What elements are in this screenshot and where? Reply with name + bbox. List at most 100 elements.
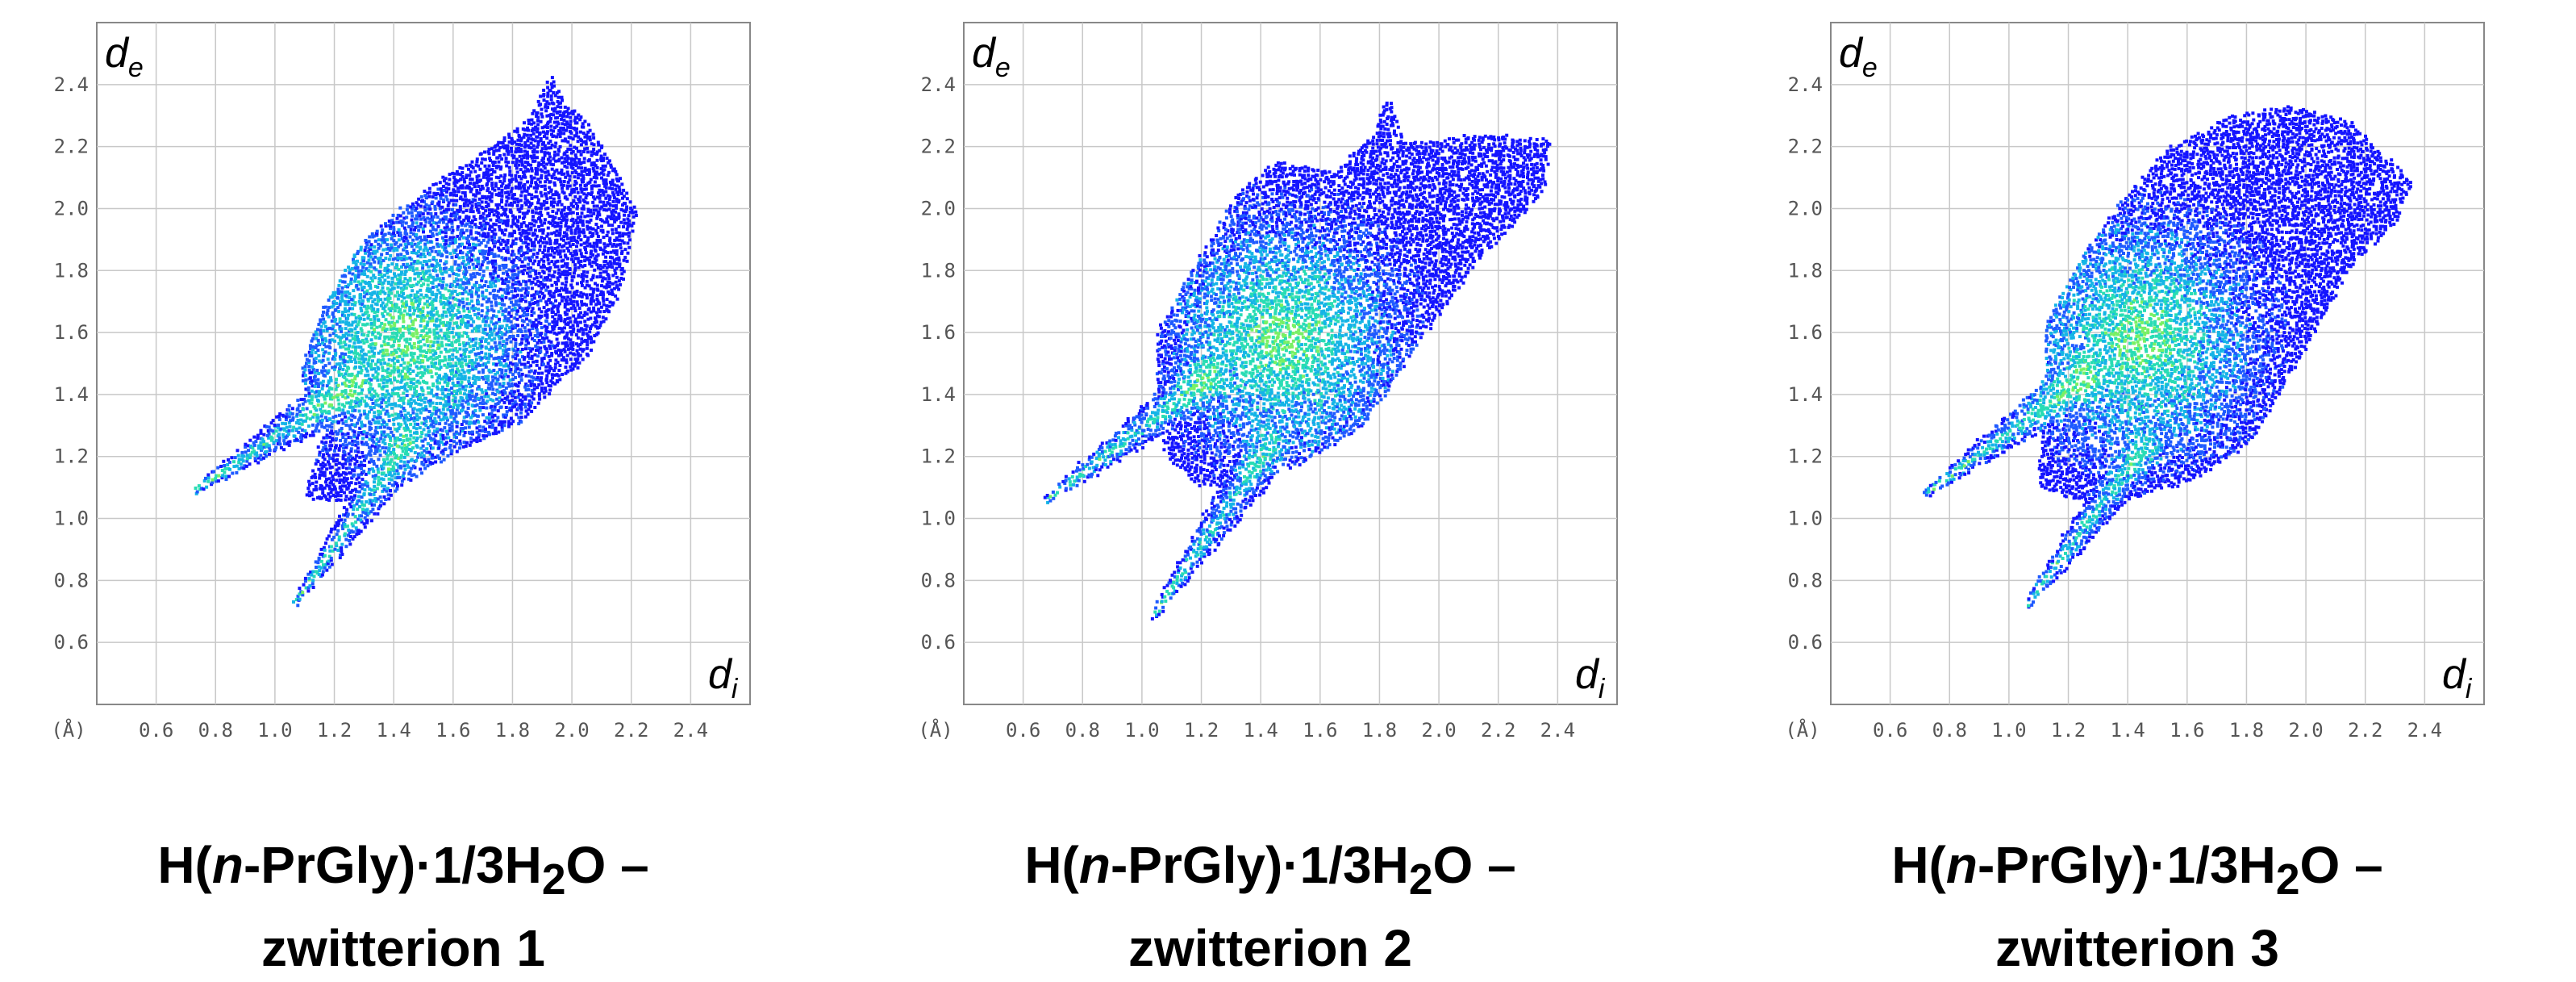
fingerprint-point [341, 408, 344, 412]
fingerprint-point [320, 325, 323, 328]
fingerprint-point [516, 139, 519, 142]
fingerprint-point [478, 425, 481, 428]
fingerprint-point [478, 273, 481, 276]
fingerprint-point [455, 194, 458, 197]
fingerprint-point [354, 405, 357, 408]
fingerprint-point [506, 239, 510, 242]
fingerprint-point [337, 336, 340, 339]
fingerprint-point [470, 290, 473, 294]
fingerprint-point [434, 207, 437, 211]
fingerprint-point [424, 424, 427, 427]
fingerprint-point [474, 337, 477, 341]
fingerprint-point [436, 385, 439, 388]
fingerprint-point [484, 217, 487, 220]
fingerprint-point [365, 379, 368, 382]
fingerprint-point [444, 356, 447, 359]
fingerprint-point [328, 485, 331, 488]
fingerprint-point [473, 361, 477, 365]
fingerprint-point [417, 250, 420, 253]
fingerprint-point [506, 161, 510, 164]
fingerprint-point [428, 328, 431, 332]
fingerprint-point [437, 440, 440, 443]
fingerprint-point [343, 364, 346, 367]
fingerprint-point [440, 366, 443, 369]
fingerprint-point [311, 491, 314, 495]
fingerprint-point [364, 357, 367, 361]
fingerprint-point [411, 323, 415, 326]
fingerprint-point [465, 164, 468, 167]
fingerprint-point [335, 541, 338, 545]
fingerprint-point [399, 433, 402, 437]
fingerprint-point [516, 334, 519, 337]
fingerprint-point [494, 182, 498, 186]
fingerprint-point [422, 253, 425, 256]
fingerprint-point [519, 315, 522, 318]
fingerprint-point [399, 253, 402, 256]
fingerprint-point [359, 366, 362, 369]
fingerprint-point [410, 228, 413, 231]
fingerprint-point [458, 388, 461, 391]
fingerprint-point [408, 309, 411, 312]
fingerprint-point [321, 387, 324, 391]
fingerprint-point [477, 329, 481, 332]
fingerprint-point [506, 190, 510, 194]
fingerprint-point [404, 468, 407, 471]
fingerprint-point [396, 359, 399, 362]
fingerprint-point [357, 357, 361, 361]
fingerprint-point [275, 439, 278, 442]
fingerprint-point [481, 336, 484, 340]
fingerprint-point [317, 403, 320, 407]
fingerprint-point [396, 217, 399, 220]
fingerprint-point [428, 187, 431, 190]
fingerprint-point [341, 484, 344, 487]
fingerprint-point [459, 442, 462, 445]
fingerprint-point [419, 246, 422, 249]
fingerprint-point [376, 303, 379, 306]
fingerprint-point [393, 377, 396, 380]
fingerprint-point [477, 433, 481, 437]
fingerprint-point [386, 243, 389, 246]
fingerprint-point [353, 416, 356, 419]
fingerprint-point [390, 444, 393, 447]
fingerprint-point [490, 332, 494, 335]
fingerprint-point [402, 280, 406, 283]
fingerprint-point [469, 441, 473, 444]
fingerprint-point [405, 286, 408, 290]
fingerprint-point [461, 243, 464, 246]
fingerprint-point [323, 554, 327, 558]
fingerprint-point [508, 166, 511, 169]
fingerprint-point [338, 414, 341, 417]
fingerprint-point [490, 252, 494, 255]
fingerprint-point [366, 374, 369, 377]
fingerprint-point [445, 283, 448, 286]
fingerprint-point [291, 429, 294, 432]
fingerprint-point [502, 153, 506, 157]
fingerprint-point [442, 198, 445, 202]
fingerprint-point [461, 369, 465, 372]
fingerprint-point [500, 336, 503, 340]
fingerprint-point [340, 341, 343, 345]
fingerprint-point [490, 178, 493, 181]
fingerprint-point [337, 399, 340, 402]
fingerprint-point [505, 387, 508, 390]
fingerprint-point [415, 214, 419, 217]
fingerprint-point [327, 499, 331, 502]
fingerprint-point [510, 174, 513, 178]
fingerprint-point [373, 256, 377, 259]
fingerprint-point [508, 257, 511, 261]
fingerprint-point [363, 273, 366, 276]
fingerprint-point [392, 434, 395, 437]
fingerprint-point [533, 383, 536, 387]
fingerprint-point [513, 277, 516, 280]
fingerprint-point [511, 161, 515, 164]
fingerprint-point [486, 178, 490, 181]
fingerprint-point [464, 359, 467, 362]
fingerprint-point [535, 211, 538, 215]
fingerprint-point [337, 522, 340, 525]
fingerprint-point [461, 423, 464, 426]
fingerprint-point [452, 403, 456, 406]
fingerprint-point [440, 351, 443, 354]
fingerprint-point [399, 423, 402, 426]
fingerprint-point [537, 402, 540, 405]
fingerprint-point [304, 577, 307, 580]
